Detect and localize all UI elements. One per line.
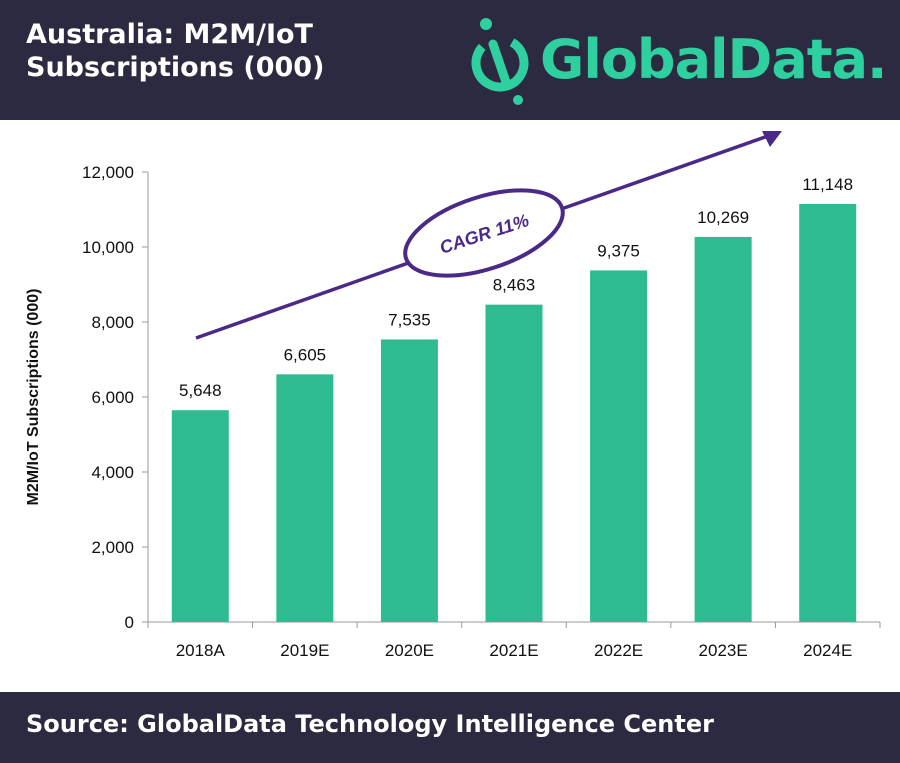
y-tick-label: 12,000 (82, 163, 134, 182)
x-tick-label: 2021E (489, 641, 538, 660)
bar-chart: 0 2,000 4,000 6,000 8,000 10,000 12,000 5,648 20… (25, 131, 881, 660)
data-label: 8,463 (493, 276, 536, 295)
x-tick-label: 2019E (280, 641, 329, 660)
cagr-ellipse (403, 188, 565, 278)
y-tick-label: 10,000 (82, 238, 134, 257)
bar (380, 339, 438, 622)
x-tick-label: 2018A (176, 641, 226, 660)
source-text: Source: GlobalData Technology Intelligen… (26, 710, 714, 738)
globaldata-logo-icon (471, 18, 529, 105)
chart-area: 0 2,000 4,000 6,000 8,000 10,000 12,000 5,648 20… (0, 120, 900, 690)
bar (171, 410, 229, 622)
data-label: 9,375 (597, 241, 640, 260)
footer-banner: Source: GlobalData Technology Intelligen… (0, 692, 900, 763)
y-tick-label: 6,000 (91, 388, 134, 407)
bar (694, 236, 752, 622)
y-tick-label: 8,000 (91, 313, 134, 332)
header-banner: Australia: M2M/IoT Subscriptions (000) G… (0, 0, 900, 120)
x-tick-label: 2020E (385, 641, 434, 660)
x-tick-label: 2024E (803, 641, 852, 660)
x-tick-label: 2022E (594, 641, 643, 660)
y-axis-title: M2M/IoT Subscriptions (000) (25, 289, 42, 506)
data-label: 11,148 (802, 175, 853, 194)
bar (485, 304, 543, 622)
bar (590, 270, 648, 622)
x-tick-label: 2023E (699, 641, 748, 660)
data-label: 5,648 (179, 381, 222, 400)
data-label: 10,269 (697, 208, 749, 227)
y-tick-label: 4,000 (91, 463, 134, 482)
y-tick-label: 2,000 (91, 538, 134, 557)
trend-arrow-head (762, 131, 782, 147)
bar (799, 203, 857, 622)
globaldata-logo: GlobalData. (462, 16, 888, 106)
bar (276, 374, 334, 622)
data-label: 6,605 (284, 345, 327, 364)
page-title: Australia: M2M/IoT Subscriptions (000) (26, 19, 325, 83)
y-tick-label: 0 (125, 613, 134, 632)
data-label: 7,535 (388, 310, 431, 329)
logo-text: GlobalData. (540, 28, 888, 91)
